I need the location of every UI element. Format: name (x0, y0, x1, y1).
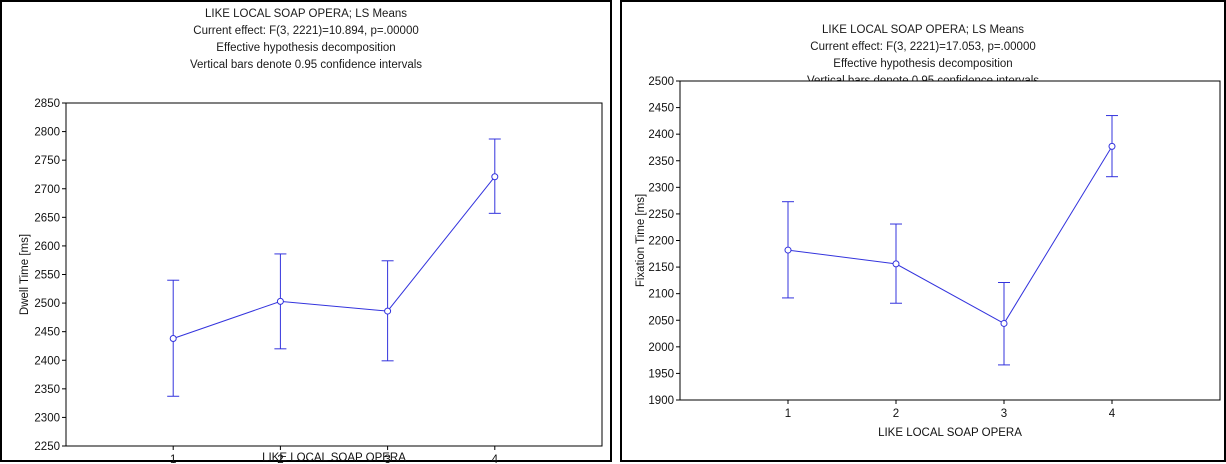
y-tick-label: 2400 (648, 129, 674, 141)
chart-panel-fixation-time: LIKE LOCAL SOAP OPERA; LS Means Current … (620, 0, 1226, 462)
y-tick-label: 2850 (34, 98, 60, 110)
data-point (892, 260, 900, 268)
chart-title: LIKE LOCAL SOAP OPERA; LS Means Current … (2, 6, 610, 74)
data-point (784, 246, 792, 254)
series-line (787, 146, 1113, 325)
y-tick-label: 2450 (34, 327, 60, 339)
x-tick-label: 1 (785, 408, 791, 420)
data-point (1108, 142, 1116, 150)
y-tick-label: 2550 (34, 270, 60, 282)
x-tick-label: 2 (893, 408, 899, 420)
title-line: LIKE LOCAL SOAP OPERA; LS Means (205, 8, 407, 20)
data-point (276, 297, 284, 305)
title-line: Current effect: F(3, 2221)=17.053, p=.00… (810, 41, 1036, 53)
fixation-time-plot: 1900 1950 2000 2050 2100 2150 2200 2250 2300 2350… (635, 76, 1221, 439)
y-tick-label: 2400 (34, 355, 60, 367)
plot-area (65, 102, 603, 447)
y-tick-label: 1950 (648, 368, 674, 380)
y-tick-label: 2200 (648, 236, 674, 248)
series-line (173, 176, 496, 339)
y-tick-label: 2700 (34, 184, 60, 196)
y-tick-label: 2800 (34, 127, 60, 139)
chart-panel-dwell-time: LIKE LOCAL SOAP OPERA; LS Means Current … (0, 0, 612, 464)
y-tick-label: 2250 (648, 209, 674, 221)
x-tick-label: 3 (384, 454, 390, 464)
y-tick-label: 2450 (648, 103, 674, 115)
dwell-time-plot: 2250 2300 2350 2400 2450 2500 2550 2600 2650 2700… (19, 98, 603, 464)
x-tick-label: 4 (492, 454, 499, 464)
x-tick-label: 1 (170, 454, 176, 464)
title-line: Vertical bars denote 0.95 confidence int… (189, 59, 423, 71)
y-axis-title: Dwell Time [ms] (19, 234, 31, 315)
y-tick-label: 2750 (34, 155, 60, 167)
plot-area (679, 80, 1221, 401)
x-tick-label: 3 (1001, 408, 1007, 420)
title-line: Current effect: F(3, 2221)=10.894, p=.00… (193, 25, 419, 37)
y-tick-label: 2500 (34, 298, 60, 310)
y-tick-label: 2250 (34, 441, 60, 453)
x-axis-title: LIKE LOCAL SOAP OPERA (262, 452, 406, 464)
title-line: LIKE LOCAL SOAP OPERA; LS Means (822, 24, 1024, 36)
data-point (491, 173, 499, 181)
data-point (1000, 319, 1008, 327)
y-tick-label: 2350 (34, 384, 60, 396)
y-tick-label: 2100 (648, 289, 674, 301)
y-tick-label: 2500 (648, 76, 674, 88)
y-tick-label: 2000 (648, 342, 674, 354)
x-axis-title: LIKE LOCAL SOAP OPERA (878, 427, 1022, 439)
chart-title: LIKE LOCAL SOAP OPERA; LS Means Current … (622, 22, 1224, 90)
y-tick-label: 2300 (648, 182, 674, 194)
data-point (384, 307, 392, 315)
title-line: Effective hypothesis decomposition (833, 58, 1013, 70)
x-tick-label: 2 (277, 454, 283, 464)
y-tick-label: 2650 (34, 212, 60, 224)
y-tick-label: 2350 (648, 156, 674, 168)
y-tick-label: 2150 (648, 262, 674, 274)
y-tick-label: 2300 (34, 412, 60, 424)
y-tick-label: 1900 (648, 395, 674, 407)
y-axis-title: Fixation Time [ms] (635, 194, 647, 287)
title-line: Effective hypothesis decomposition (216, 42, 396, 54)
x-tick-label: 4 (1109, 408, 1116, 420)
y-tick-label: 2600 (34, 241, 60, 253)
data-point (169, 335, 177, 343)
y-tick-label: 2050 (648, 315, 674, 327)
